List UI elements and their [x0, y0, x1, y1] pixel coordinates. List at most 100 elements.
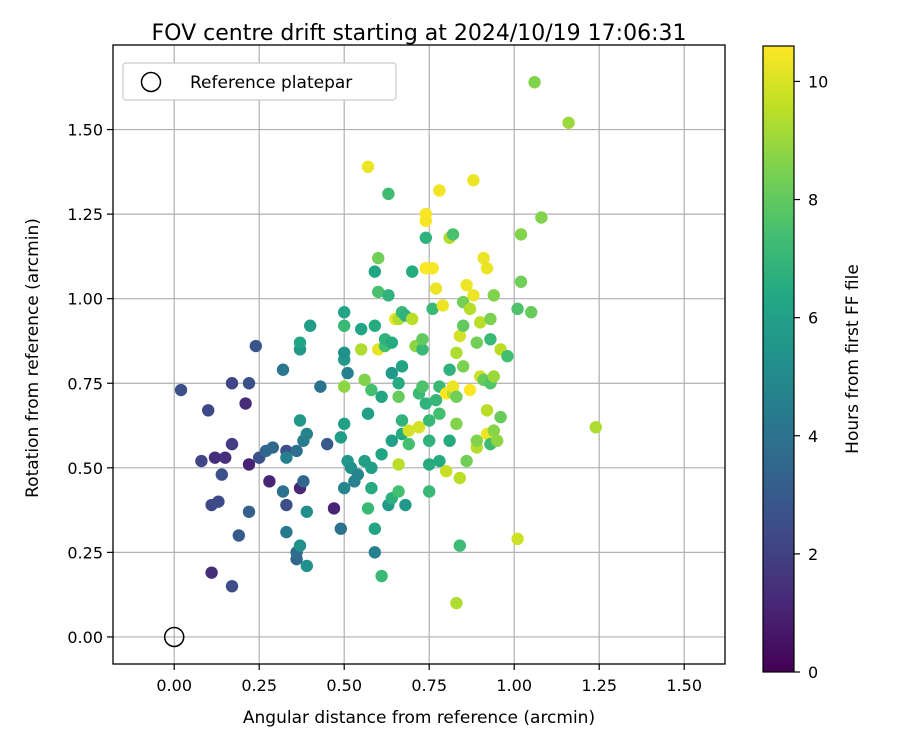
data-point [280, 498, 293, 512]
data-point [419, 207, 432, 221]
data-point [589, 421, 602, 434]
data-point [470, 434, 483, 447]
data-point [212, 495, 225, 508]
data-point [501, 349, 514, 363]
x-tick-label: 1.25 [581, 676, 617, 695]
data-point [242, 505, 256, 518]
data-point [375, 390, 388, 403]
data-point [457, 319, 470, 332]
data-point [535, 211, 548, 224]
data-point [395, 360, 409, 373]
data-point [314, 380, 327, 393]
data-point [426, 262, 439, 275]
data-point [480, 262, 494, 275]
data-point [385, 366, 398, 380]
data-point [300, 505, 313, 518]
data-point [293, 336, 307, 349]
data-point [365, 383, 378, 397]
data-point [562, 116, 575, 129]
data-point [225, 437, 239, 451]
colorbar-tick-label: 2 [808, 545, 818, 564]
data-point [225, 580, 239, 593]
legend-reference-marker [140, 71, 162, 93]
data-point [276, 485, 290, 498]
reference-platepar-marker [163, 626, 185, 648]
data-point [487, 370, 500, 383]
data-point [392, 390, 405, 403]
data-point [525, 306, 538, 319]
data-point [321, 437, 334, 451]
data-point [242, 377, 256, 390]
data-point [406, 312, 419, 326]
plot-frame [112, 44, 726, 665]
data-point [433, 184, 446, 197]
data-point [399, 498, 412, 512]
data-point [487, 289, 500, 302]
data-point [293, 414, 307, 427]
data-point [450, 346, 463, 360]
y-tick-label: 1.25 [67, 205, 103, 224]
data-point [276, 363, 290, 376]
data-point [382, 187, 395, 201]
data-point [368, 546, 381, 559]
data-point [484, 312, 497, 326]
legend: Reference platepar [122, 62, 397, 101]
data-point [433, 454, 446, 468]
data-point [300, 559, 313, 573]
data-point [341, 366, 354, 380]
data-point [215, 468, 228, 481]
data-point [334, 522, 347, 535]
data-point [474, 316, 487, 329]
y-tick-label: 1.50 [67, 121, 103, 140]
data-point [511, 532, 524, 546]
data-point [392, 485, 405, 498]
data-point [375, 448, 388, 461]
data-point [494, 410, 507, 424]
data-point [433, 407, 446, 420]
colorbar-ticks: 0 2 4 6 8 10 [794, 72, 828, 682]
data-point [338, 346, 351, 360]
data-point [406, 265, 419, 278]
data-point [361, 160, 375, 173]
data-point [514, 228, 528, 241]
data-point [266, 441, 279, 454]
data-point [263, 475, 276, 488]
y-axis-label: Rotation from reference (arcmin) [23, 218, 43, 498]
y-tick-label: 0.25 [67, 543, 103, 562]
data-point [351, 468, 364, 481]
data-point [327, 502, 341, 515]
colorbar-tick-label: 4 [808, 427, 818, 446]
data-point [450, 417, 463, 431]
data-point [429, 393, 443, 407]
data-point [416, 333, 429, 346]
data-point [174, 383, 188, 397]
data-point [297, 475, 310, 488]
y-axis: 0.00 0.25 0.50 0.75 1.00 1.25 1.50 [67, 121, 113, 647]
data-point [453, 471, 466, 485]
data-point [443, 434, 456, 447]
data-point [293, 539, 307, 552]
legend-box [122, 62, 397, 101]
data-point [453, 329, 466, 343]
data-point [280, 451, 293, 464]
legend-entry-reference-platepar: Reference platepar [190, 73, 352, 93]
data-point [300, 427, 313, 441]
data-point [338, 481, 351, 495]
data-point [334, 431, 347, 444]
data-point [416, 343, 429, 356]
data-point [365, 461, 378, 475]
data-point [453, 539, 466, 552]
data-point [450, 390, 463, 403]
data-point [338, 319, 351, 332]
data-point [402, 437, 415, 451]
data-point [355, 343, 368, 356]
data-point [219, 451, 232, 464]
data-point [205, 566, 218, 579]
colorbar-tick-label: 0 [808, 663, 818, 682]
colorbar-tick-label: 6 [808, 309, 818, 328]
data-point [423, 458, 436, 471]
data-point [395, 414, 409, 427]
data-point [423, 434, 436, 447]
data-point [368, 319, 381, 332]
data-point [365, 481, 378, 495]
